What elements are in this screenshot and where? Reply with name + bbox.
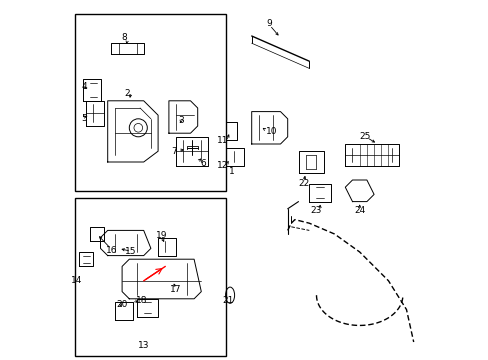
Text: 2: 2: [124, 89, 130, 98]
Text: 9: 9: [266, 19, 272, 28]
Text: 8: 8: [121, 33, 126, 42]
Text: 11: 11: [217, 136, 228, 145]
Text: 14: 14: [71, 276, 82, 285]
Bar: [75, 14, 226, 191]
Text: 1: 1: [228, 166, 234, 176]
Bar: [75, 198, 226, 356]
Text: 25: 25: [359, 132, 370, 141]
Text: 21: 21: [222, 296, 234, 305]
Text: 17: 17: [170, 285, 182, 294]
Text: 24: 24: [353, 206, 365, 215]
Text: 5: 5: [81, 114, 87, 123]
Text: 23: 23: [310, 206, 322, 215]
Text: 12: 12: [217, 161, 228, 170]
Text: 16: 16: [105, 246, 117, 255]
Text: 6: 6: [200, 159, 205, 168]
Text: 10: 10: [265, 127, 277, 136]
Text: 18: 18: [136, 296, 147, 305]
Text: 7: 7: [171, 147, 177, 156]
Text: 19: 19: [156, 231, 167, 240]
Text: 22: 22: [298, 179, 309, 188]
Text: 15: 15: [125, 248, 137, 256]
Text: 3: 3: [178, 116, 184, 125]
Text: 4: 4: [81, 82, 87, 91]
Text: 13: 13: [138, 341, 149, 350]
Text: 20: 20: [116, 300, 127, 309]
